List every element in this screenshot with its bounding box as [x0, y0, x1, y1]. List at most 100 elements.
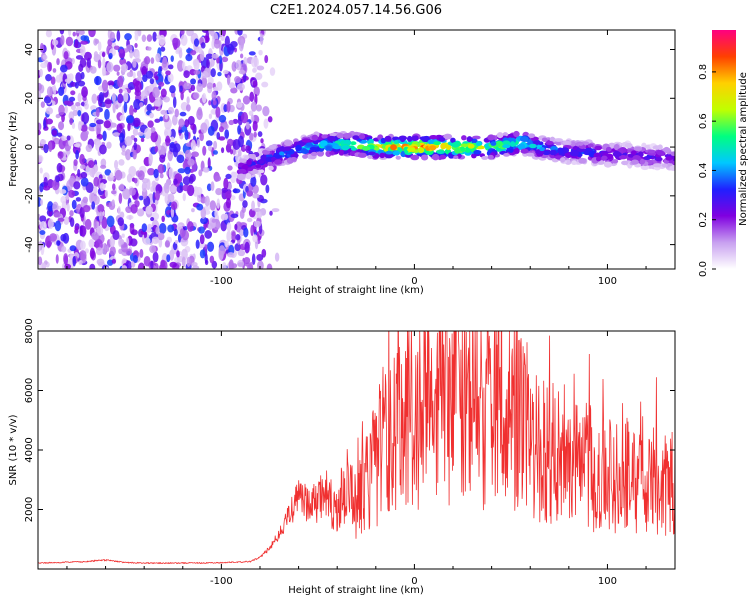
track-cell	[302, 154, 308, 159]
noise-speck	[172, 241, 178, 251]
noise-speck	[65, 36, 74, 47]
noise-speck	[178, 49, 183, 59]
noise-speck	[118, 192, 123, 204]
noise-speck	[58, 86, 65, 97]
noise-speck	[55, 113, 61, 119]
track-cell	[554, 138, 563, 142]
noise-speck	[234, 76, 241, 84]
noise-speck	[124, 33, 132, 41]
noise-speck	[108, 52, 113, 59]
noise-speck	[211, 53, 219, 59]
track-cell	[395, 155, 401, 160]
noise-speck	[253, 131, 257, 138]
noise-speck	[151, 106, 156, 111]
noise-speck	[218, 136, 226, 141]
track-cell	[578, 141, 584, 146]
noise-speck	[218, 245, 226, 256]
noise-speck	[198, 45, 203, 55]
snr-y-label: SNR (10 * v/v)	[8, 414, 19, 485]
noise-speck	[221, 30, 226, 37]
noise-speck	[255, 104, 262, 112]
track-cell	[244, 155, 250, 160]
noise-speck	[39, 42, 44, 53]
track-cell	[357, 152, 367, 158]
noise-speck	[95, 247, 104, 256]
noise-speck	[231, 171, 238, 178]
track-cell	[541, 137, 548, 143]
noise-speck	[215, 187, 223, 196]
track-cell	[621, 160, 629, 166]
noise-speck	[109, 246, 116, 257]
noise-speck	[199, 249, 206, 259]
noise-speck	[228, 82, 236, 89]
noise-speck	[190, 78, 197, 85]
noise-speck	[251, 200, 255, 211]
noise-speck	[195, 239, 200, 249]
noise-speck	[206, 183, 212, 192]
noise-speck	[79, 225, 87, 237]
noise-speck	[129, 50, 134, 59]
noise-speck	[95, 119, 104, 125]
track-cell	[613, 143, 620, 151]
track-cell	[428, 145, 437, 151]
track-cell	[603, 161, 613, 168]
noise-speck	[101, 65, 106, 77]
noise-speck	[149, 245, 157, 254]
noise-speck	[204, 230, 213, 239]
noise-speck	[164, 240, 171, 248]
track-cell	[274, 159, 283, 165]
noise-speck	[71, 199, 77, 210]
noise-speck	[134, 80, 142, 93]
noise-speck	[75, 72, 82, 83]
track-cell	[565, 159, 571, 165]
noise-speck	[241, 111, 249, 124]
noise-speck	[42, 54, 48, 60]
noise-speck	[250, 114, 255, 122]
noise-speck	[211, 90, 217, 101]
x-tick-label: 100	[598, 276, 617, 287]
noise-speck	[146, 46, 152, 51]
noise-speck	[147, 167, 155, 176]
noise-speck	[87, 160, 95, 168]
noise-speck	[230, 213, 239, 219]
noise-speck	[72, 31, 76, 37]
noise-speck	[125, 248, 133, 256]
noise-speck	[89, 247, 95, 260]
noise-speck	[246, 190, 254, 197]
noise-speck	[63, 216, 70, 226]
noise-speck	[84, 218, 92, 230]
noise-speck	[133, 98, 142, 110]
noise-speck	[232, 188, 241, 194]
noise-speck	[64, 263, 72, 269]
noise-speck	[134, 42, 138, 48]
track-cell	[662, 147, 671, 153]
noise-speck	[50, 76, 56, 85]
noise-speck	[204, 244, 208, 250]
noise-speck	[66, 203, 70, 212]
noise-speck	[182, 61, 186, 70]
noise-speck	[177, 60, 185, 72]
noise-speck	[162, 56, 168, 68]
noise-speck	[43, 176, 48, 189]
noise-speck	[185, 53, 193, 62]
noise-speck	[186, 256, 191, 267]
noise-speck	[60, 34, 65, 46]
track-cell	[605, 146, 612, 152]
noise-speck	[40, 62, 48, 69]
x-tick-label: 100	[598, 576, 617, 587]
noise-speck	[99, 144, 107, 155]
noise-speck	[117, 206, 121, 215]
noise-speck	[198, 169, 203, 177]
noise-speck	[122, 188, 131, 200]
noise-speck	[119, 239, 125, 245]
noise-speck	[201, 30, 209, 34]
noise-speck	[237, 249, 246, 257]
noise-speck	[250, 224, 254, 237]
track-cell	[390, 144, 397, 151]
noise-speck	[231, 263, 238, 269]
track-cell	[459, 146, 466, 152]
noise-speck	[224, 129, 230, 139]
noise-speck	[125, 206, 133, 214]
noise-speck	[109, 31, 116, 42]
noise-speck	[240, 53, 244, 59]
